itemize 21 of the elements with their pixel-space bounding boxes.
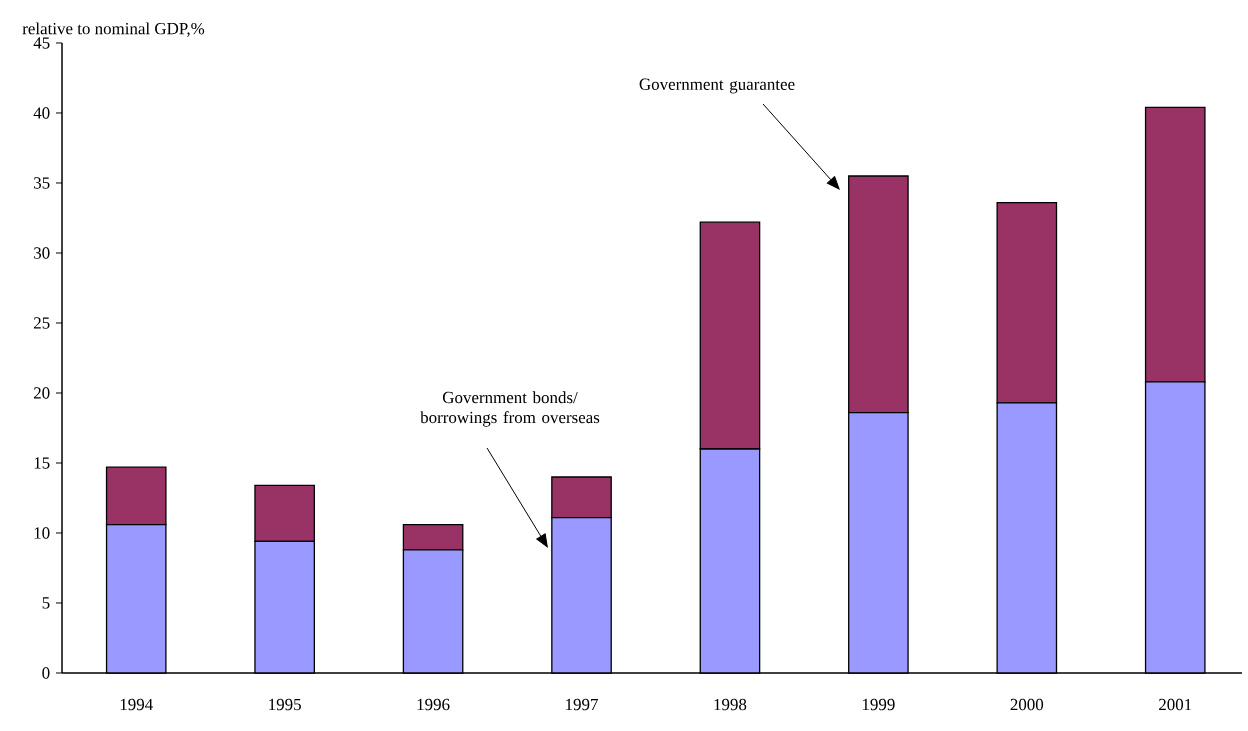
y-tick-label: 15	[34, 457, 50, 469]
x-tick-label: 1997	[566, 698, 598, 711]
y-tick-label: 25	[33, 317, 50, 329]
x-tick-label: 1995	[269, 698, 301, 711]
x-tick-label: 2000	[1010, 698, 1044, 711]
y-tick-label: 45	[33, 37, 50, 49]
y-tick-label: 10	[34, 527, 50, 539]
x-tick-label: 1996	[417, 698, 450, 711]
annotation: Government guarantee	[639, 78, 795, 94]
y-tick-label: 0	[42, 667, 50, 679]
chart-title: relative to nominal GDP,%	[22, 22, 205, 37]
y-tick-label: 35	[34, 177, 50, 189]
x-tick-label: 1999	[862, 698, 895, 711]
x-tick-label: 2001	[1159, 698, 1192, 711]
y-tick-label: 40	[33, 107, 50, 119]
x-tick-label: 1994	[120, 698, 153, 711]
annotation: Government bonds/ borrowings from overseas	[420, 391, 600, 427]
y-tick-label: 20	[33, 387, 50, 399]
x-tick-label: 1998	[714, 698, 747, 711]
y-tick-label: 30	[34, 247, 50, 259]
y-tick-label: 5	[42, 597, 50, 609]
